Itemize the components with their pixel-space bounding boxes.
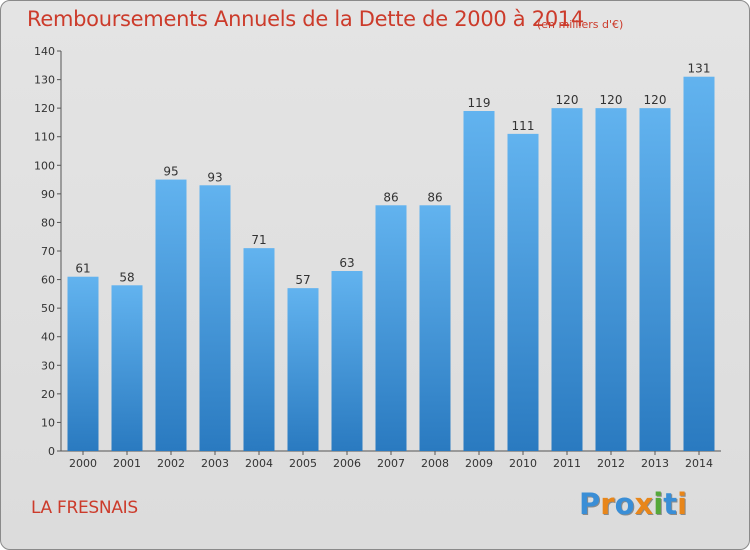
data-label: 61	[75, 262, 90, 276]
bar-2012[interactable]	[595, 108, 627, 452]
x-tick-label: 2010	[509, 457, 537, 470]
x-tick-label: 2003	[201, 457, 229, 470]
data-label: 86	[427, 190, 442, 204]
x-tick-label: 2006	[333, 457, 361, 470]
y-tick-label: 100	[34, 159, 55, 172]
y-tick-label: 110	[34, 131, 55, 144]
data-label: 58	[119, 270, 134, 284]
x-tick-label: 2013	[641, 457, 669, 470]
logo-letter: o	[614, 487, 635, 521]
proxiti-logo[interactable]: Proxiti	[579, 487, 687, 521]
y-tick-label: 30	[41, 359, 55, 372]
data-label: 63	[339, 256, 354, 270]
x-tick-label: 2009	[465, 457, 493, 470]
bar-2004[interactable]	[243, 248, 275, 451]
bar-2005[interactable]	[287, 288, 319, 451]
x-tick-label: 2007	[377, 457, 405, 470]
y-tick-label: 20	[41, 388, 55, 401]
y-tick-label: 120	[34, 102, 55, 115]
x-tick-label: 2000	[69, 457, 97, 470]
bar-2006[interactable]	[331, 271, 363, 451]
bar-2003[interactable]	[199, 185, 231, 452]
bar-2008[interactable]	[419, 205, 451, 451]
x-tick-label: 2002	[157, 457, 185, 470]
bar-2000[interactable]	[67, 276, 99, 451]
x-tick-label: 2004	[245, 457, 273, 470]
data-label: 120	[556, 93, 579, 107]
y-tick-label: 60	[41, 274, 55, 287]
y-tick-label: 130	[34, 74, 55, 87]
y-tick-label: 10	[41, 416, 55, 429]
x-tick-label: 2008	[421, 457, 449, 470]
x-tick-label: 2011	[553, 457, 581, 470]
x-tick-label: 2005	[289, 457, 317, 470]
chart-subtitle: (en milliers d'€)	[537, 18, 624, 31]
data-label: 71	[251, 233, 266, 247]
bar-2002[interactable]	[155, 179, 187, 452]
logo-letter: i	[677, 487, 688, 521]
data-label: 86	[383, 190, 398, 204]
logo-letter: x	[634, 487, 654, 521]
x-tick-label: 2014	[685, 457, 713, 470]
bar-2010[interactable]	[507, 133, 539, 451]
logo-letter: i	[653, 487, 664, 521]
data-label: 131	[688, 62, 711, 76]
data-label: 111	[512, 119, 535, 133]
data-label: 95	[163, 165, 178, 179]
bar-2014[interactable]	[683, 76, 715, 451]
y-tick-label: 80	[41, 216, 55, 229]
bar-2001[interactable]	[111, 285, 143, 451]
data-label: 120	[600, 93, 623, 107]
y-tick-label: 90	[41, 188, 55, 201]
x-tick-label: 2001	[113, 457, 141, 470]
y-tick-label: 50	[41, 302, 55, 315]
data-label: 57	[295, 273, 310, 287]
y-tick-label: 40	[41, 331, 55, 344]
logo-letter: P	[579, 487, 601, 521]
y-tick-label: 70	[41, 245, 55, 258]
x-tick-label: 2012	[597, 457, 625, 470]
bar-2011[interactable]	[551, 108, 583, 452]
commune-name: LA FRESNAIS	[31, 498, 138, 518]
bar-2013[interactable]	[639, 108, 671, 452]
y-tick-label: 0	[48, 445, 55, 458]
data-label: 120	[644, 93, 667, 107]
chart-title: Remboursements Annuels de la Dette de 20…	[27, 7, 584, 31]
logo-letter: t	[663, 487, 678, 521]
data-label: 93	[207, 170, 222, 184]
y-tick-label: 140	[34, 45, 55, 58]
bar-2007[interactable]	[375, 205, 407, 451]
logo-letter: r	[600, 487, 615, 521]
bar-2009[interactable]	[463, 111, 495, 451]
data-label: 119	[468, 96, 491, 110]
